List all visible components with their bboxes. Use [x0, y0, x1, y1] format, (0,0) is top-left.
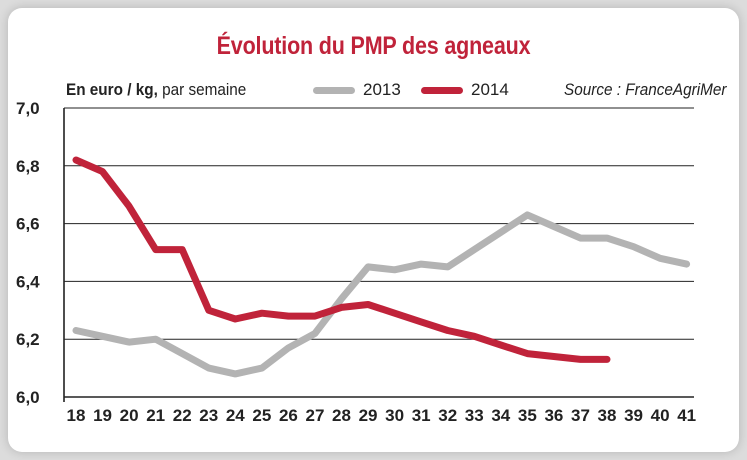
unit-label-rest: par semaine [157, 80, 247, 99]
x-tick-label: 28 [332, 406, 351, 425]
y-tick-label: 6,0 [16, 388, 40, 407]
x-tick-label: 23 [199, 406, 218, 425]
x-tick-label: 38 [598, 406, 617, 425]
x-tick-label: 33 [465, 406, 484, 425]
x-tick-label: 40 [651, 406, 670, 425]
y-tick-label: 6,2 [16, 330, 40, 349]
chart-card: Évolution du PMP des agneaux En euro / k… [8, 8, 739, 452]
series-line-2013 [72, 211, 691, 378]
x-tick-label: 36 [544, 406, 563, 425]
x-tick-label: 27 [305, 406, 324, 425]
unit-label-bold: En euro / kg, [66, 80, 158, 99]
legend-label-2014: 2014 [471, 80, 509, 99]
legend-label-2013: 2013 [363, 80, 401, 99]
y-tick-label: 7,0 [16, 99, 40, 118]
x-tick-label: 30 [385, 406, 404, 425]
x-tick-label: 39 [624, 406, 643, 425]
x-tick-label: 32 [438, 406, 457, 425]
chart-header-row: En euro / kg, par semaine 2013 2014 Sour… [66, 80, 726, 106]
unit-label: En euro / kg, par semaine [66, 80, 246, 100]
series-line-2014 [72, 156, 611, 363]
legend-item-2013: 2013 [313, 80, 401, 100]
source-label: Source : FranceAgriMer [563, 80, 726, 99]
x-tick-label: 21 [146, 406, 165, 425]
x-tick-label: 29 [359, 406, 378, 425]
chart-title: Évolution du PMP des agneaux [216, 32, 531, 60]
y-tick-label: 6,6 [16, 215, 40, 234]
x-tick-label: 31 [412, 406, 431, 425]
x-tick-label: 22 [173, 406, 192, 425]
x-tick-label: 35 [518, 406, 537, 425]
x-tick-label: 20 [120, 406, 139, 425]
x-tick-label: 18 [67, 406, 86, 425]
x-tick-label: 34 [491, 406, 510, 425]
y-tick-label: 6,4 [16, 272, 40, 291]
x-tick-label: 25 [252, 406, 271, 425]
y-tick-label: 6,8 [16, 157, 40, 176]
legend-swatch-2014 [421, 86, 463, 94]
legend-item-2014: 2014 [421, 80, 509, 100]
x-tick-label: 19 [93, 406, 112, 425]
x-tick-label: 37 [571, 406, 590, 425]
legend-swatch-2013 [313, 86, 355, 94]
x-tick-label: 24 [226, 406, 245, 425]
x-tick-label: 26 [279, 406, 298, 425]
x-tick-label: 41 [677, 406, 696, 425]
